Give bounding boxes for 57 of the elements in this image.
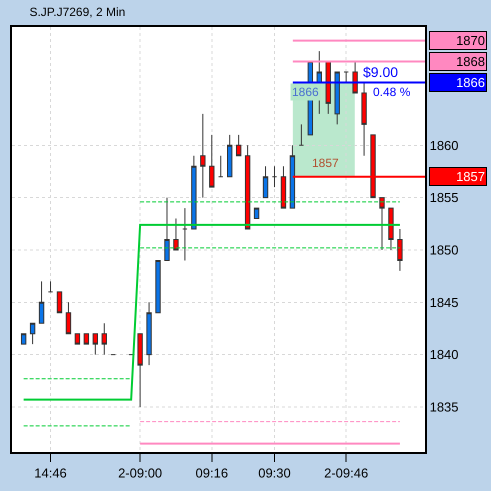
candlestick: [388, 208, 394, 250]
candlestick: [218, 155, 224, 178]
candlestick: [379, 197, 385, 250]
candlestick: [361, 82, 367, 156]
candlestick: [290, 144, 296, 209]
candlestick: [272, 166, 278, 188]
candlestick: [326, 61, 331, 114]
candlestick: [48, 280, 54, 292]
candlestick: [38, 280, 44, 324]
candlestick: [20, 333, 26, 345]
ref-line-label: 1866: [456, 75, 485, 90]
ref-line-label: 1857: [456, 169, 485, 184]
annotation: 0.48 %: [373, 85, 411, 99]
y-tick-label: 1835: [430, 400, 459, 415]
candlestick: [74, 333, 80, 345]
candlestick: [298, 124, 304, 146]
candlestick: [343, 72, 349, 83]
candlestick: [182, 208, 188, 261]
candlestick: [352, 61, 358, 94]
candlestick: [254, 208, 260, 220]
y-tick-label: 1855: [430, 190, 459, 206]
y-tick-label: 1845: [430, 294, 459, 310]
candlestick: [334, 72, 340, 125]
candlestick: [146, 302, 152, 366]
ref-line-label: 1868: [456, 54, 485, 69]
chart-title: S.JP.J7269, 2 Min: [29, 4, 126, 19]
candlestick: [84, 333, 90, 345]
y-tick-label: 1860: [430, 138, 459, 153]
candlestick: [164, 197, 170, 261]
y-tick-label: 1840: [430, 347, 459, 362]
candlestick: [200, 113, 206, 198]
x-tick-label: 14:46: [34, 466, 67, 481]
candlestick: [92, 333, 98, 356]
y-tick-label: 1850: [430, 242, 459, 258]
candlestick: [227, 134, 232, 178]
candlestick: [191, 155, 197, 230]
annotation: $9.00: [363, 64, 398, 80]
candlestick: [30, 322, 36, 345]
candlestick: [173, 218, 179, 250]
candlestick: [262, 166, 268, 198]
candlestick: [209, 134, 214, 188]
candlestick: [280, 166, 286, 209]
candlestick: [66, 302, 72, 334]
annotation: 1866: [292, 85, 320, 99]
annotation: 1857: [312, 156, 340, 170]
x-tick-label: 09:16: [196, 466, 228, 481]
x-tick-label: 09:30: [258, 466, 291, 481]
candlestick: [236, 134, 242, 156]
candlestick: [102, 322, 107, 356]
candlestick: [155, 260, 161, 314]
x-tick-label: 2-09:00: [118, 466, 162, 481]
candlestick: [137, 333, 143, 408]
ref-line-label: 1870: [456, 33, 485, 48]
x-tick-label: 2-09:46: [324, 466, 368, 481]
candlestick: [397, 228, 403, 272]
candlestick: [244, 144, 250, 230]
candlestick: [56, 291, 62, 314]
